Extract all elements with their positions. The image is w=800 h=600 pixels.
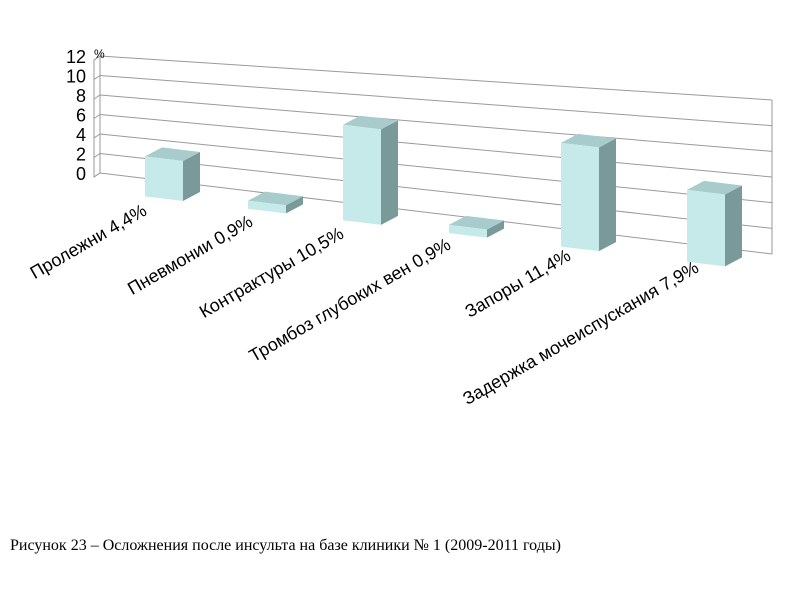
y-tick-label: 10 bbox=[66, 67, 86, 87]
bar-side bbox=[487, 220, 504, 238]
bars bbox=[145, 115, 742, 267]
bar-front bbox=[687, 189, 725, 267]
x-tick-label: Запоры 11,4% bbox=[462, 245, 574, 321]
y-tick-label: 4 bbox=[76, 125, 86, 145]
bar-front bbox=[449, 224, 487, 238]
bar bbox=[248, 191, 303, 214]
bar-side bbox=[183, 151, 200, 202]
bar-front bbox=[248, 200, 286, 214]
y-tick-label: 8 bbox=[76, 86, 86, 106]
bar-top bbox=[145, 147, 200, 161]
y-tick-label: 2 bbox=[76, 145, 86, 165]
bar-top bbox=[343, 115, 398, 130]
figure-caption: Рисунок 23 – Осложнения после инсульта н… bbox=[10, 537, 561, 554]
bar bbox=[449, 215, 504, 238]
bar bbox=[145, 147, 200, 202]
bar bbox=[561, 133, 616, 252]
gridline bbox=[99, 153, 773, 229]
bar-front bbox=[145, 156, 183, 202]
gridline-tick bbox=[93, 94, 101, 100]
gridline-tick bbox=[93, 75, 101, 80]
bar-top bbox=[687, 180, 742, 195]
x-tick-label: Задержка мочеиспускания 7,9% bbox=[459, 257, 702, 409]
gridline bbox=[99, 75, 773, 127]
bar-side bbox=[725, 185, 742, 267]
bar-side bbox=[286, 196, 303, 214]
x-tick-label: Тромбоз глубоких вен 0,9% bbox=[246, 234, 454, 366]
y-tick-label: 6 bbox=[76, 106, 86, 126]
gridlines bbox=[93, 55, 773, 255]
y-tick-label: 12 bbox=[66, 47, 86, 67]
gridline-tick bbox=[93, 55, 101, 61]
gridline-tick bbox=[93, 153, 101, 158]
bar-front bbox=[343, 124, 381, 225]
bar-side bbox=[381, 120, 398, 225]
bar-side bbox=[599, 138, 616, 252]
gridline bbox=[99, 55, 773, 101]
y-axis-unit: % bbox=[94, 47, 105, 61]
gridline-tick bbox=[93, 133, 101, 139]
bar bbox=[343, 115, 398, 225]
gridline bbox=[99, 94, 773, 152]
x-tick-label: Пролежни 4,4% bbox=[27, 200, 150, 283]
gridline bbox=[99, 133, 773, 204]
gridline-tick bbox=[93, 114, 101, 119]
y-tick-label: 0 bbox=[76, 164, 86, 184]
gridline bbox=[99, 114, 773, 178]
bar-top bbox=[248, 191, 303, 206]
bar-top bbox=[561, 133, 616, 148]
gridline-tick bbox=[93, 172, 101, 178]
bar bbox=[687, 180, 742, 267]
gridline bbox=[99, 172, 773, 255]
bar-top bbox=[449, 215, 504, 230]
bar-front bbox=[561, 142, 599, 252]
